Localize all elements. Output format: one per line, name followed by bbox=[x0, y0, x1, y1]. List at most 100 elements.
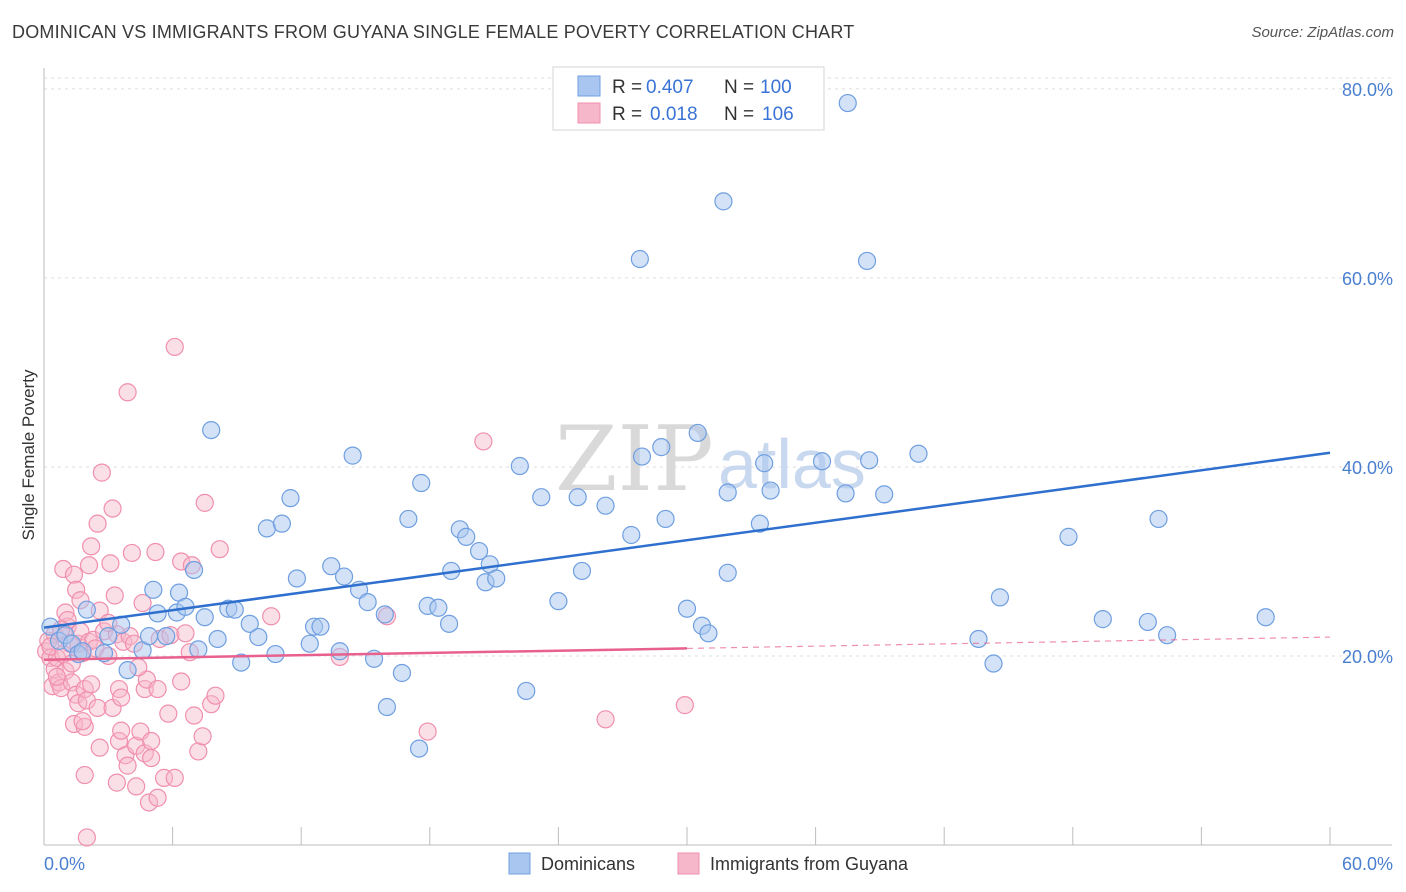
y-tick-label: 60.0% bbox=[1342, 269, 1393, 289]
point-dominican bbox=[375, 605, 394, 624]
point-guyana bbox=[202, 695, 221, 714]
x-tick-labels: 0.0% 60.0% bbox=[44, 854, 1393, 874]
point-guyana bbox=[210, 540, 229, 559]
point-guyana bbox=[172, 552, 191, 571]
legend-n-label: N = bbox=[724, 77, 754, 98]
trend-line-guyana bbox=[43, 647, 688, 662]
axes bbox=[43, 68, 1392, 846]
point-guyana bbox=[118, 383, 137, 402]
trend-line-dominicans bbox=[43, 451, 1331, 629]
point-dominican bbox=[1256, 608, 1275, 627]
point-dominican bbox=[189, 640, 208, 659]
point-dominican bbox=[208, 629, 227, 649]
point-guyana bbox=[596, 710, 615, 729]
point-guyana bbox=[172, 672, 191, 691]
point-guyana bbox=[165, 337, 184, 357]
point-guyana bbox=[133, 593, 152, 613]
point-dominican bbox=[860, 451, 879, 470]
point-dominican bbox=[532, 488, 551, 507]
point-guyana bbox=[139, 793, 159, 812]
x-tick-label-min: 0.0% bbox=[44, 854, 85, 874]
y-tick-label: 80.0% bbox=[1342, 80, 1393, 100]
point-dominican bbox=[630, 249, 649, 269]
point-guyana bbox=[189, 742, 208, 761]
point-dominican bbox=[838, 93, 857, 113]
point-dominican bbox=[652, 438, 671, 457]
legend-r-value-guyana: 0.018 bbox=[650, 104, 698, 125]
point-guyana bbox=[67, 580, 86, 599]
trend-line-guyana-extension bbox=[686, 636, 1331, 650]
point-dominican bbox=[510, 456, 529, 476]
point-dominican bbox=[875, 485, 894, 504]
point-guyana bbox=[90, 738, 109, 757]
legend: R = 0.407 N = 100 R = 0.018 N = 106 bbox=[552, 66, 825, 131]
point-dominican bbox=[1093, 610, 1112, 629]
point-dominican bbox=[266, 644, 285, 664]
chart-title: DOMINICAN VS IMMIGRANTS FROM GUYANA SING… bbox=[12, 22, 855, 42]
point-dominican bbox=[334, 567, 354, 586]
point-guyana bbox=[206, 686, 225, 705]
y-axis-label: Single Female Poverty bbox=[19, 369, 38, 541]
point-dominican bbox=[718, 483, 737, 502]
point-dominican bbox=[184, 560, 204, 580]
point-guyana bbox=[64, 565, 84, 584]
point-guyana bbox=[82, 537, 101, 556]
point-guyana bbox=[165, 768, 184, 787]
point-dominican bbox=[249, 627, 268, 647]
point-dominican bbox=[714, 192, 733, 211]
legend-n-label-2: N = bbox=[724, 104, 754, 125]
point-dominican bbox=[240, 614, 259, 633]
point-dominican bbox=[596, 496, 615, 515]
point-guyana bbox=[195, 493, 214, 512]
point-guyana bbox=[159, 704, 178, 723]
y-tick-labels: 20.0% 40.0% 60.0% 80.0% bbox=[1342, 80, 1393, 667]
point-dominican bbox=[1059, 527, 1078, 546]
point-dominican bbox=[257, 519, 277, 538]
bottom-legend-guyana: Immigrants from Guyana bbox=[710, 854, 909, 874]
point-guyana bbox=[146, 542, 165, 562]
point-dominican bbox=[287, 569, 307, 588]
point-guyana bbox=[88, 698, 107, 718]
point-dominican bbox=[457, 527, 476, 546]
point-dominican bbox=[439, 614, 459, 633]
point-dominican bbox=[677, 599, 697, 618]
point-dominican bbox=[469, 541, 489, 561]
point-guyana bbox=[52, 679, 71, 698]
x-tick-label-max: 60.0% bbox=[1342, 854, 1393, 874]
point-dominican bbox=[718, 563, 737, 582]
point-dominican bbox=[812, 452, 832, 471]
point-guyana bbox=[262, 607, 281, 626]
point-guyana bbox=[92, 463, 111, 482]
point-dominican bbox=[144, 580, 163, 599]
legend-swatch-dominicans bbox=[577, 75, 601, 97]
point-dominican bbox=[836, 484, 855, 503]
point-dominican bbox=[300, 634, 319, 653]
legend-n-value-dominicans: 100 bbox=[760, 77, 792, 98]
point-guyana bbox=[122, 543, 141, 563]
point-guyana bbox=[142, 748, 161, 768]
grid bbox=[44, 77, 1392, 657]
point-dominican bbox=[232, 653, 251, 672]
point-dominican bbox=[622, 525, 641, 545]
bottom-legend-swatch-dominicans bbox=[508, 852, 531, 875]
point-dominican bbox=[517, 681, 536, 701]
point-dominican bbox=[699, 624, 718, 643]
point-dominican bbox=[99, 627, 118, 646]
point-guyana bbox=[142, 731, 161, 751]
point-guyana bbox=[176, 624, 195, 643]
point-dominican bbox=[322, 557, 341, 576]
point-dominican bbox=[281, 489, 300, 508]
point-guyana bbox=[56, 603, 75, 622]
y-tick-label: 20.0% bbox=[1342, 647, 1393, 667]
point-guyana bbox=[79, 556, 99, 575]
point-guyana bbox=[154, 768, 174, 787]
point-dominican bbox=[990, 588, 1010, 607]
point-dominican bbox=[377, 697, 397, 717]
point-guyana bbox=[127, 777, 146, 796]
legend-r-value-dominicans: 0.407 bbox=[646, 77, 694, 98]
point-guyana bbox=[82, 675, 101, 694]
point-guyana bbox=[118, 756, 137, 775]
point-guyana bbox=[105, 586, 124, 605]
legend-r-label: R = bbox=[612, 77, 642, 98]
series-dominicans bbox=[41, 93, 1275, 758]
